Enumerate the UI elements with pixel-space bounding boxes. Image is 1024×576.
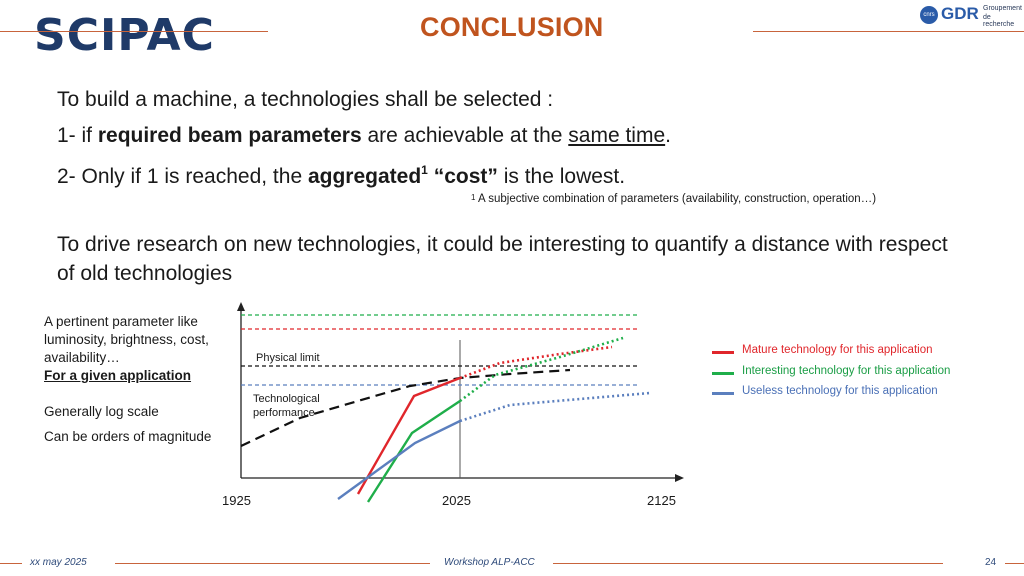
left-note-1-application: For a given application [44,368,192,383]
footer-line-mid-right [553,563,943,564]
gdr-text-top: Groupement [983,5,1022,12]
footnote-text: A subjective combination of parameters (… [475,193,877,205]
gdr-text-mid: de recherche [983,14,1015,28]
gdr-logo: cnrs GDR Groupement de recherche [920,4,1022,28]
condition-1: 1- if required beam parameters are achie… [57,124,671,148]
legend-swatch-red [712,351,734,354]
condition-1-bold: required beam parameters [97,124,362,147]
left-note-3: Can be orders of magnitude [44,429,212,444]
tech-performance-label-1: Technological [253,393,320,405]
condition-2-bold1: aggregated [307,165,422,188]
condition-2-sup: 1 [421,163,428,177]
condition-1-suffix: . [665,124,671,147]
legend-label-mature: Mature technology for this application [742,344,933,356]
footer-event: Workshop ALP-ACC [444,557,535,568]
header-divider-left [0,31,268,32]
condition-1-prefix: 1- if [57,124,98,147]
footer-page-number: 24 [985,557,997,568]
condition-2-prefix: 2- Only if 1 is reached, the [57,165,308,188]
legend-label-useless: Useless technology for this application [742,385,938,397]
legend-swatch-blue [712,392,734,395]
left-note-2: Generally log scale [44,404,159,419]
left-note-1: A pertinent parameter like luminosity, b… [44,313,234,385]
physical-limit-label: Physical limit [256,352,320,364]
scipac-logo: SCIPAC [34,10,215,61]
cnrs-badge: cnrs [920,6,938,24]
footer-line-left [0,563,22,564]
gdr-brand: GDR [941,4,979,23]
page-title: CONCLUSION [420,12,604,42]
x-tick-2125: 2125 [647,493,676,508]
legend-swatch-green [712,372,734,375]
x-axis-arrow [675,474,684,482]
left-note-1-text: A pertinent parameter like luminosity, b… [44,314,209,365]
x-tick-1925: 1925 [222,493,251,508]
condition-2: 2- Only if 1 is reached, the aggregated1… [57,163,626,189]
footnote-sup: 1 [471,193,476,202]
y-axis-arrow [237,302,245,311]
tech-performance-label: Technological performance [253,392,320,420]
condition-2-bold2: “cost” [427,165,498,188]
green-tech-projection [459,336,624,403]
footnote: 1 A subjective combination of parameters… [471,193,876,205]
research-paragraph: To drive research on new technologies, i… [57,233,948,285]
tech-performance-curve [240,368,571,447]
legend-label-interesting: Interesting technology for this applicat… [742,365,951,377]
x-tick-2025: 2025 [442,493,471,508]
footer-line-mid-left [115,563,430,564]
condition-1-middle: are achievable at the [361,124,569,147]
red-tech-solid [356,376,461,495]
blue-tech-solid [337,419,461,500]
footer-line-right [1005,563,1024,564]
intro-line: To build a machine, a technologies shall… [57,88,554,111]
red-tech-projection [459,345,613,380]
header-divider-right [753,31,1024,32]
condition-1-underline: same time [568,124,666,147]
condition-2-suffix: is the lowest. [497,165,626,188]
blue-tech-projection [459,391,651,423]
tech-performance-label-2: performance [253,407,315,419]
green-tech-solid [366,400,461,503]
footer-date: xx may 2025 [30,557,87,568]
